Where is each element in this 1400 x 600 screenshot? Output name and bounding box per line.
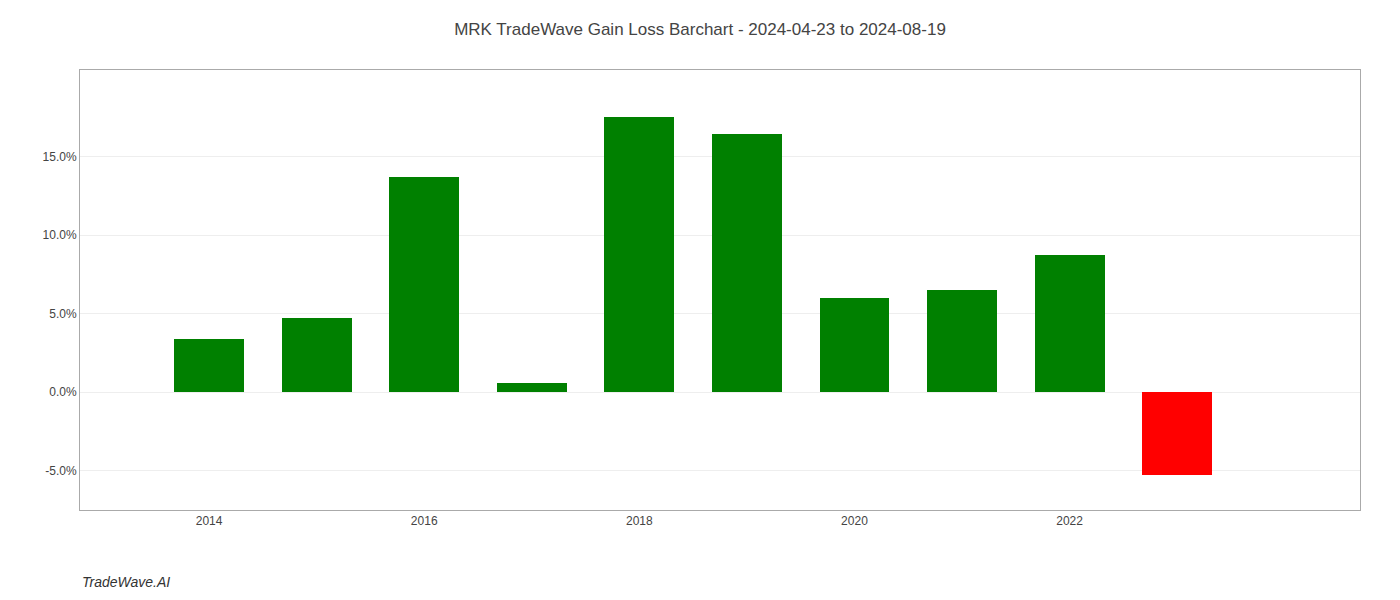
svg-text:0.0%: 0.0% [49, 385, 77, 399]
svg-text:TradeWave.AI: TradeWave.AI [82, 574, 170, 590]
svg-text:15.0%: 15.0% [43, 150, 77, 164]
svg-text:2020: 2020 [841, 514, 868, 528]
svg-text:2018: 2018 [626, 514, 653, 528]
svg-text:2016: 2016 [411, 514, 438, 528]
svg-text:2022: 2022 [1056, 514, 1083, 528]
svg-text:10.0%: 10.0% [43, 228, 77, 242]
svg-text:2014: 2014 [196, 514, 223, 528]
svg-text:-5.0%: -5.0% [45, 464, 77, 478]
svg-text:MRK TradeWave Gain Loss Barcha: MRK TradeWave Gain Loss Barchart - 2024-… [454, 20, 946, 39]
svg-text:5.0%: 5.0% [49, 307, 77, 321]
